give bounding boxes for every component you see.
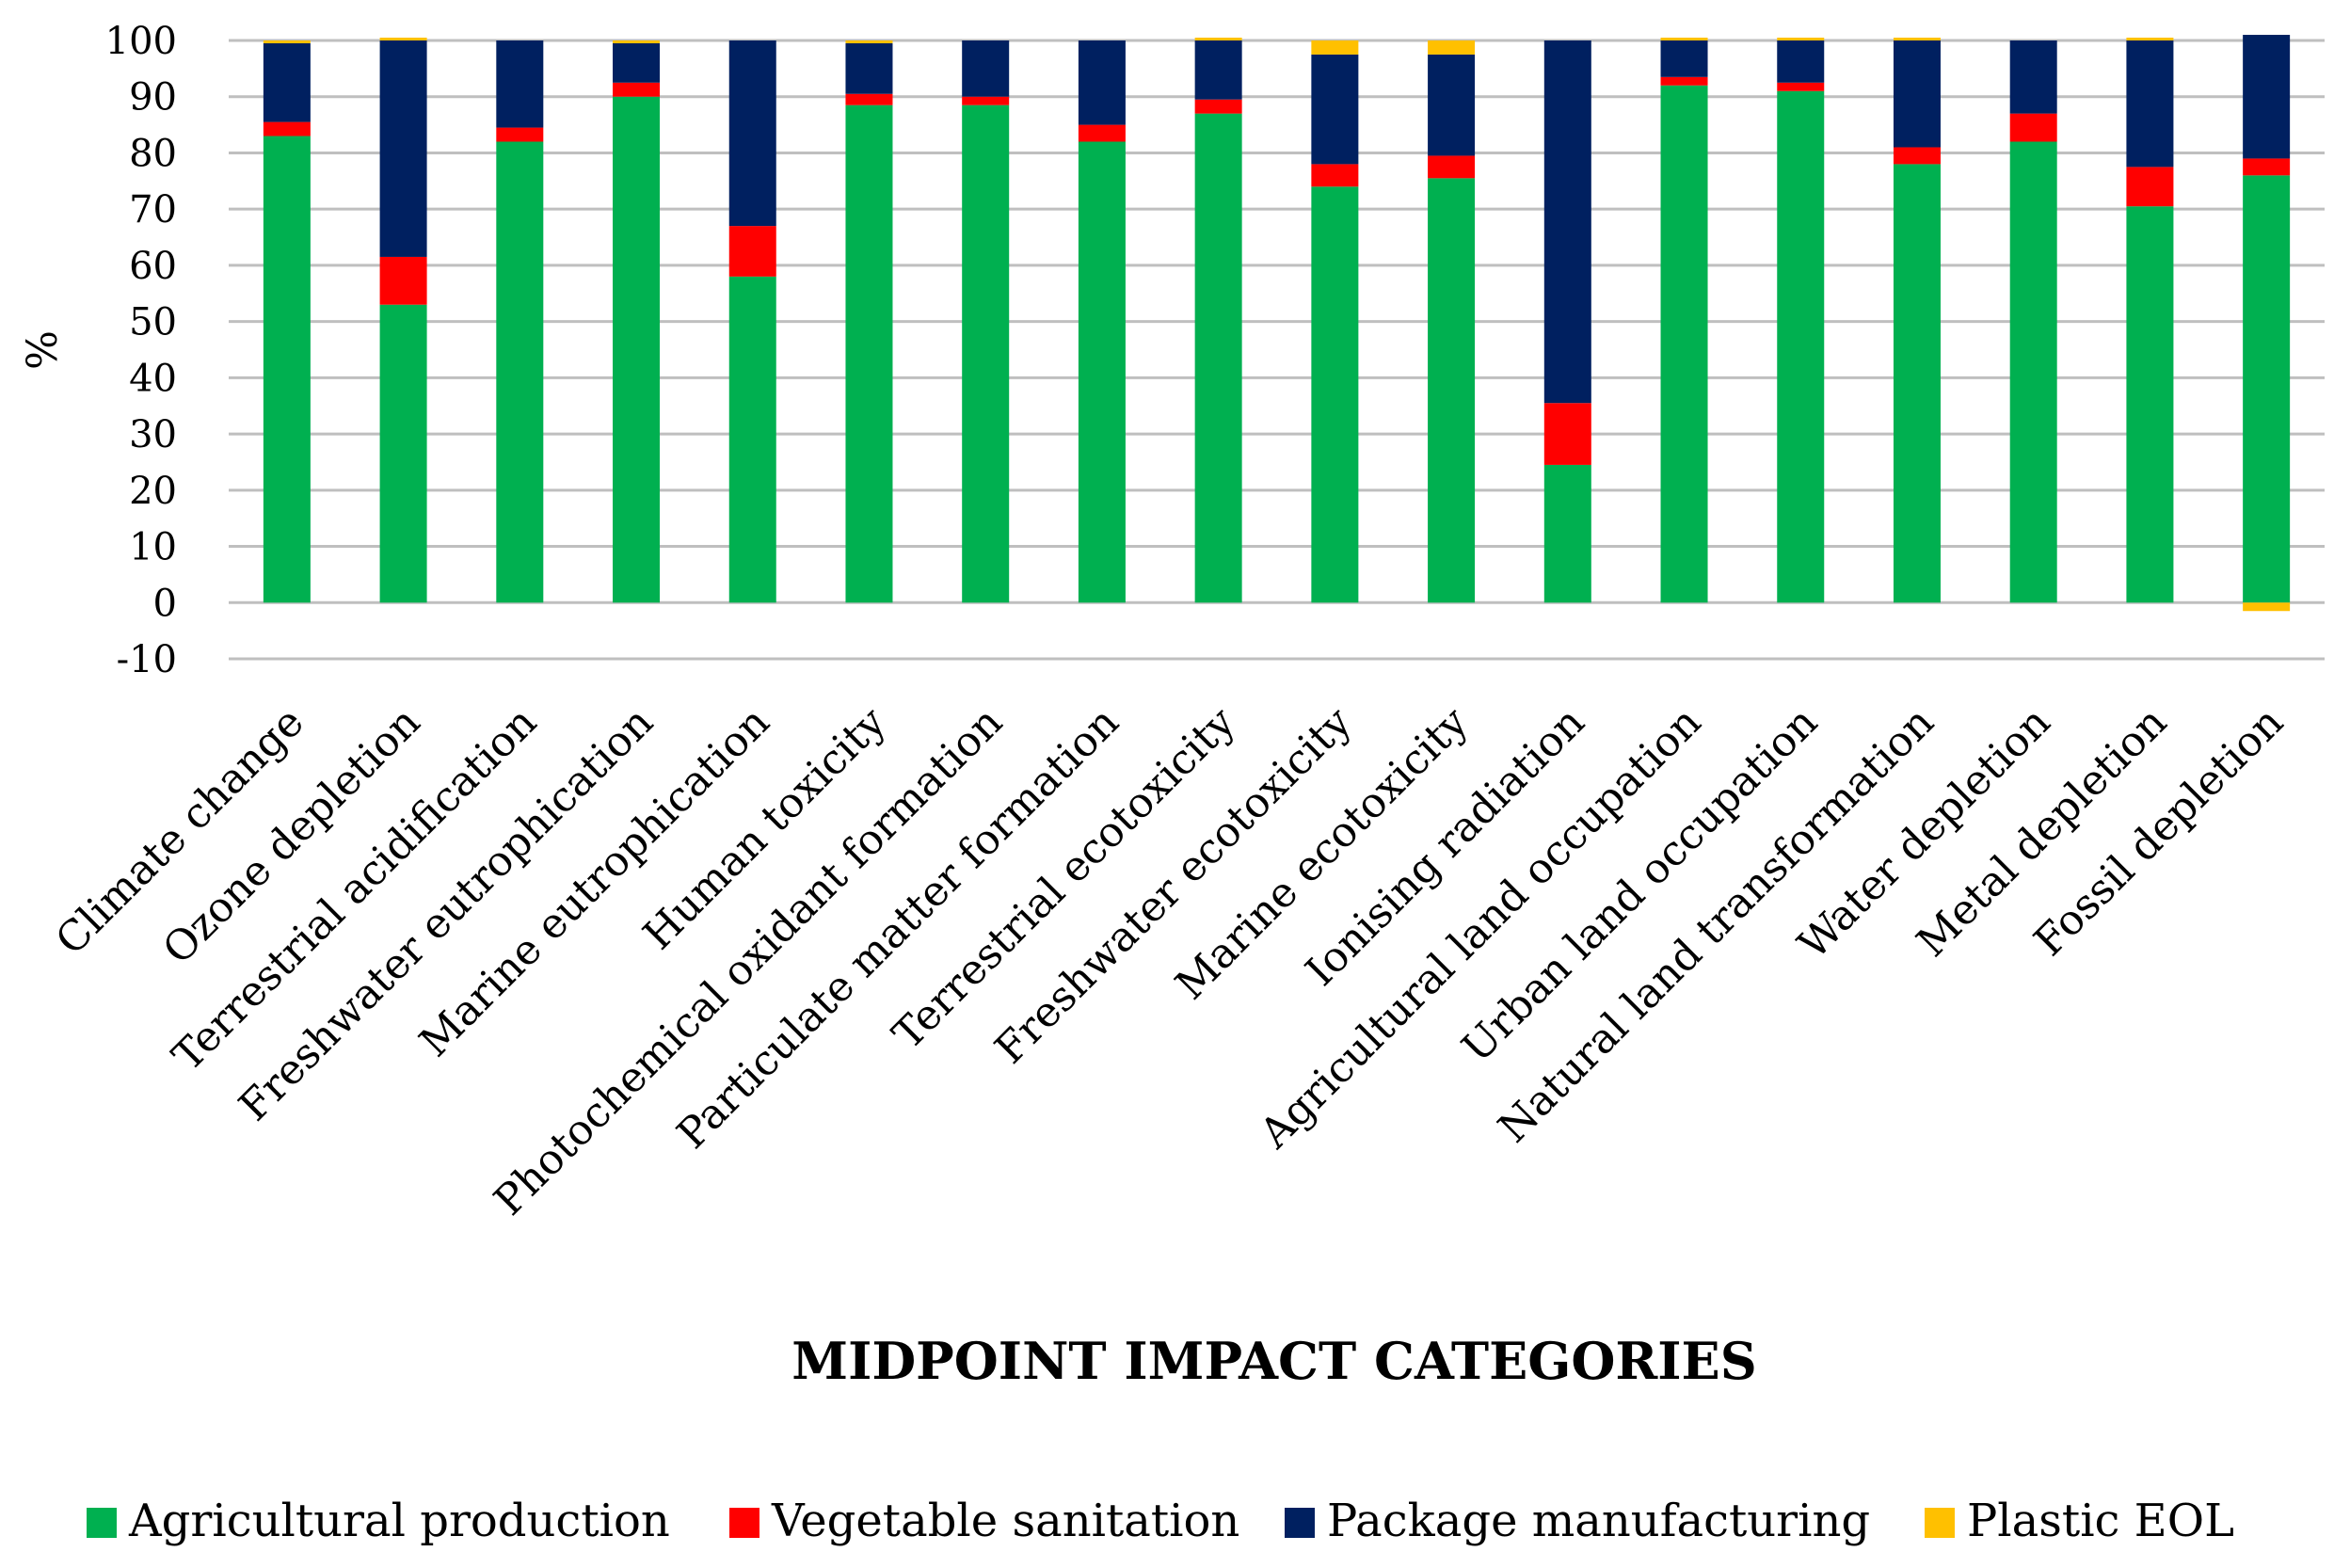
bar-segment [1078,124,1126,142]
bar-segment [1660,76,1708,86]
legend-label: Vegetable sanitation [771,1495,1239,1547]
y-tick-label: 50 [129,301,177,344]
bar-segment [2126,40,2174,168]
legend-label: Package manufacturing [1327,1495,1870,1547]
bar-segment [1543,403,1591,465]
bar-segment [845,104,893,603]
bar-segment [845,42,893,94]
bar-segment [1660,85,1708,603]
bar-segment [1194,113,1242,603]
legend-label: Agricultural production [128,1495,670,1547]
bar-segment [2126,167,2174,207]
bar-segment [263,40,311,43]
bar-segment [1078,40,1126,125]
bar-segment [1660,38,1708,40]
bar-segment [1777,40,1825,83]
bar-segment [845,40,893,43]
bar-segment [1893,164,1941,603]
bar-segment [1777,82,1825,91]
bar-segment [2243,602,2291,612]
y-tick-label: 60 [129,245,177,288]
legend-swatch [729,1508,759,1538]
bar-segment [1194,38,1242,40]
bar-segment [728,40,776,227]
bar-segment [1777,38,1825,40]
bar-segment [1428,178,1476,603]
legend-swatch [87,1508,117,1538]
bar-segment [1078,141,1126,603]
y-tick-label: 100 [105,20,177,63]
bar-segment [263,42,311,122]
bar-segment [1893,40,1941,148]
bar-segment [613,40,661,43]
bar-segment [263,136,311,603]
bar-segment [2243,175,2291,603]
bar-segment [1543,464,1591,603]
bar-segment [728,226,776,277]
bar-segment [263,121,311,136]
legend-swatch [1285,1508,1315,1538]
bar-segment [2009,40,2057,114]
bars [263,35,2291,612]
bar-segment [2243,35,2291,159]
legend-swatch [1925,1508,1955,1538]
bar-segment [2126,206,2174,603]
x-axis-title: MIDPOINT IMPACT CATEGORIES [791,1331,1756,1391]
bar-segment [962,40,1010,97]
bar-segment [1194,40,1242,100]
y-tick-label: 70 [129,188,177,232]
bar-segment [496,40,544,128]
bar-segment [1428,155,1476,179]
bar-segment [2009,113,2057,142]
y-tick-label: 10 [129,526,177,569]
y-tick-label: 40 [129,357,177,400]
y-axis-title: % [19,330,67,370]
y-tick-label: 20 [129,470,177,513]
bar-segment [962,104,1010,603]
bar-segment [1660,40,1708,77]
bar-segment [1311,40,1359,55]
bar-segment [613,82,661,97]
bar-segment [496,127,544,142]
bar-segment [962,96,1010,105]
bar-segment [1893,147,1941,165]
bar-segment [1428,40,1476,55]
bar-segment [728,276,776,603]
bar-segment [2009,141,2057,603]
y-tick-label: -10 [117,638,177,681]
bar-segment [613,42,661,83]
bar-segment [1893,38,1941,40]
bar-segment [379,304,427,603]
legend: Agricultural production Vegetable sanitat… [87,1495,2234,1547]
y-tick-label: 0 [153,582,177,625]
bar-segment [2126,38,2174,40]
bar-segment [1428,54,1476,156]
bar-segment [613,96,661,603]
bar-segment [379,38,427,40]
bar-segment [1311,54,1359,165]
bar-segment [1311,186,1359,603]
gridlines [229,39,2325,661]
bar-segment [845,93,893,105]
bar-segment [1194,99,1242,114]
y-tick-label: 90 [129,76,177,120]
bar-segment [1543,40,1591,404]
bar-segment [1777,90,1825,603]
bar-segment [379,256,427,305]
bar-segment [1311,164,1359,187]
bar-segment [496,141,544,603]
legend-label: Plastic EOL [1967,1495,2234,1547]
bar-segment [379,40,427,257]
y-tick-label: 30 [129,413,177,456]
y-axis-ticks: -10 0 10 20 30 40 50 60 70 80 90 100 [105,20,177,681]
bar-segment [2243,158,2291,176]
y-tick-label: 80 [129,132,177,175]
